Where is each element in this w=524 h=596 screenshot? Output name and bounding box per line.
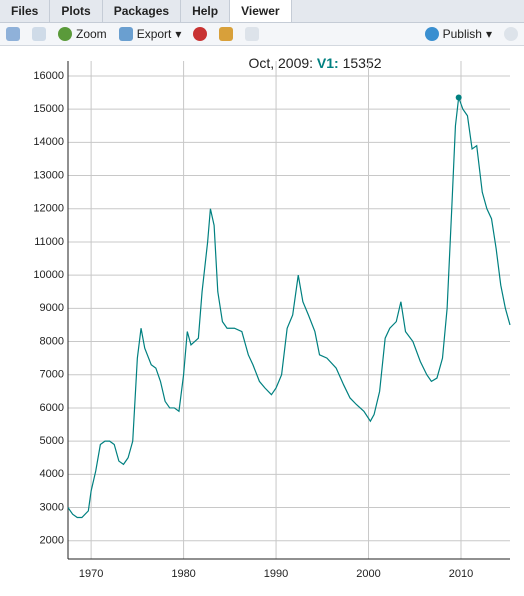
y-tick-label: 13000 [33, 169, 64, 181]
tab[interactable]: Viewer [230, 0, 292, 22]
y-tick-label: 2000 [40, 535, 64, 547]
back-button[interactable] [6, 27, 20, 41]
x-tick-label: 1980 [171, 568, 195, 580]
y-tick-label: 14000 [33, 136, 64, 148]
y-tick-label: 6000 [40, 402, 64, 414]
y-tick-label: 8000 [40, 335, 64, 347]
x-tick-label: 2000 [356, 568, 380, 580]
y-tick-label: 10000 [33, 269, 64, 281]
series-line [67, 97, 511, 519]
chart: Oct, 2009: V1: 15352 2000 3000 4000 5000 600… [33, 55, 511, 580]
y-tick-label: 7000 [40, 369, 64, 381]
zoom-button[interactable]: Zoom [58, 27, 107, 41]
x-tick-label: 1990 [264, 568, 288, 580]
tab-bar: Files Plots Packages Help Viewer [0, 0, 524, 23]
y-tick-label: 5000 [40, 435, 64, 447]
tab[interactable]: Plots [50, 0, 103, 22]
tab[interactable]: Packages [103, 0, 182, 22]
export-button[interactable]: Export ▾ [118, 27, 182, 41]
y-tick-label: 4000 [40, 468, 64, 480]
clear-button[interactable] [193, 27, 208, 41]
hover-value: 15352 [343, 55, 382, 71]
forward-button[interactable] [32, 27, 46, 41]
dropdown-arrow: ▾ [175, 27, 182, 41]
y-tick-label: 15000 [33, 103, 64, 115]
tab[interactable]: Files [0, 0, 51, 22]
y-tick-label: 12000 [33, 203, 64, 215]
hover-legend: Oct, 2009: V1: 15352 [248, 55, 381, 71]
x-tick-label: 1970 [79, 568, 103, 580]
popout-button[interactable] [245, 27, 260, 41]
y-tick-label: 16000 [33, 70, 64, 82]
hover-date: Oct, 2009: [248, 55, 313, 71]
y-tick-label: 9000 [40, 302, 64, 314]
hover-point [455, 94, 462, 101]
dropdown-arrow: ▾ [485, 27, 492, 41]
refresh-button[interactable] [504, 27, 518, 41]
toolbar: Zoom Export ▾ Publish ▾ [0, 23, 524, 46]
tab[interactable]: Help [181, 0, 231, 22]
y-tick-label: 11000 [34, 236, 64, 248]
zoom-label: Zoom [76, 27, 107, 41]
publish-label: Publish [442, 27, 482, 41]
broom-button[interactable] [219, 27, 234, 41]
y-tick-label: 3000 [40, 501, 64, 513]
export-label: Export [136, 27, 172, 41]
x-tick-label: 2010 [449, 568, 473, 580]
hover-series: V1: [317, 55, 339, 71]
publish-button[interactable]: Publish ▾ [424, 27, 492, 41]
